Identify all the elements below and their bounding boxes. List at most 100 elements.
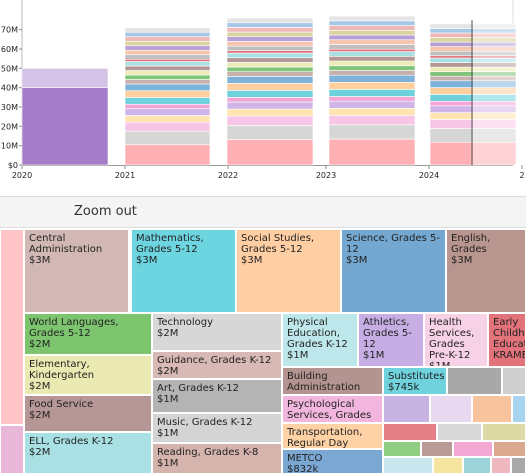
treemap-cell[interactable]: Athletics, Grades 5-12 $1M <box>358 313 424 367</box>
treemap-cell[interactable] <box>453 441 493 457</box>
treemap-cell[interactable]: Reading, Grades K-8 $1M <box>152 443 282 474</box>
treemap-cell-label: Mathematics, Grades 5-12 <box>136 233 204 255</box>
treemap-cell[interactable]: Physical Education, Grades K-12 $1M <box>282 313 358 367</box>
treemap-cell[interactable]: Transportation, Regular Day <box>282 423 383 449</box>
y-tick-label: 60M <box>1 45 18 54</box>
bar-segment <box>226 115 314 126</box>
treemap-cell-amount: $2M <box>29 447 51 458</box>
bar-segment <box>226 36 314 42</box>
treemap-cell-amount: $2M <box>157 328 179 339</box>
treemap-cell-amount: $1M <box>429 361 451 367</box>
treemap-cell-label: Food Service <box>29 399 94 410</box>
stacked-bar-chart: $0 10M 20M 30M 40M 50M 60M 70M 2020 2021 2022 2023 2… <box>0 0 526 191</box>
treemap-cell[interactable]: Art, Grades K-12 $1M <box>152 379 282 413</box>
treemap-cell[interactable] <box>447 367 502 395</box>
treemap-cell[interactable] <box>472 395 512 423</box>
treemap-cell-label: Science, Grades 5-12 <box>346 233 440 255</box>
treemap-cell[interactable]: Central Administration $3M <box>24 229 129 313</box>
bar-segment <box>124 108 211 116</box>
bar-segment <box>124 83 211 92</box>
bar-segment <box>124 97 211 105</box>
treemap-cell[interactable]: Building Administration <box>282 367 383 395</box>
treemap-cell[interactable] <box>512 395 526 423</box>
treemap-cell[interactable] <box>383 441 421 457</box>
treemap-cell[interactable] <box>493 441 526 457</box>
treemap-cell[interactable] <box>383 395 430 423</box>
treemap-cell[interactable] <box>502 367 526 395</box>
hover-highlight <box>473 23 516 165</box>
treemap-cell-label: Music, Grades K-12 <box>157 417 253 428</box>
treemap-cell-label: Substitutes <box>388 371 445 382</box>
treemap-cell-amount: $1M <box>157 458 179 469</box>
treemap-cell[interactable] <box>430 395 472 423</box>
treemap-cell-amount: $2M <box>29 339 51 350</box>
bar-segment <box>124 115 211 123</box>
treemap-cell[interactable] <box>0 229 24 425</box>
bar-segment <box>328 15 416 22</box>
bar-segment <box>124 121 211 132</box>
treemap-cell[interactable]: Health Services, Grades Pre-K-12 $1M <box>424 313 488 367</box>
treemap-cell[interactable]: Food Service $2M <box>24 395 152 432</box>
bar-segment <box>226 90 314 98</box>
treemap-cell[interactable]: World Languages, Grades 5-12 $2M <box>24 313 152 355</box>
bar-segment <box>226 50 314 54</box>
bar-segment <box>124 70 211 76</box>
treemap-cell[interactable] <box>482 423 526 441</box>
bar-segment <box>328 56 416 62</box>
bar-segment <box>328 20 416 26</box>
treemap-cell-label: Technology <box>157 317 214 328</box>
treemap-cell[interactable] <box>437 423 482 441</box>
bar-segment <box>328 100 416 109</box>
bar-segment <box>328 25 416 31</box>
y-tick-label: 50M <box>1 64 18 73</box>
bar-segment <box>226 52 314 59</box>
bar-segment <box>21 87 109 166</box>
bar-segment <box>328 81 416 90</box>
treemap-cell[interactable]: Music, Grades K-12 $1M <box>152 413 282 443</box>
bar-segment <box>226 22 314 28</box>
treemap-cell[interactable]: METCO $832k <box>282 449 383 474</box>
treemap-cell[interactable]: Substitutes $745k <box>383 367 447 395</box>
chart-svg: $0 10M 20M 30M 40M 50M 60M 70M 2020 2021 2022 2023 2… <box>0 0 526 191</box>
treemap-cell-amount: $1M <box>287 350 309 361</box>
treemap-cell[interactable] <box>491 457 511 474</box>
zoom-toolbar: Zoom out <box>0 196 526 228</box>
treemap-cell[interactable] <box>383 457 433 474</box>
bar-segment <box>226 31 314 38</box>
treemap-cell[interactable] <box>383 423 437 441</box>
treemap-cell[interactable]: Early Childhood Educat KRAME <box>488 313 526 367</box>
treemap-cell-amount: $2M <box>29 381 51 392</box>
zoom-out-button[interactable]: Zoom out <box>74 204 137 219</box>
bar-segment <box>226 57 314 63</box>
treemap-cell-amount: $3M <box>241 255 263 266</box>
bar-segment <box>328 89 416 97</box>
bar-segment <box>124 61 211 67</box>
bar-segment <box>429 23 517 29</box>
treemap-cell-amount: $2M <box>29 410 51 421</box>
treemap-cell[interactable]: English, Grades $3M <box>446 229 526 313</box>
y-tick-label: 70M <box>1 26 18 35</box>
treemap-cell[interactable]: Technology $2M <box>152 313 282 351</box>
treemap-cell[interactable]: Social Studies, Grades 5-12 $3M <box>236 229 341 313</box>
treemap-cell[interactable]: Psychological Services, Grades <box>282 395 383 423</box>
treemap-cell[interactable] <box>421 441 453 457</box>
bar-segment <box>328 107 416 116</box>
treemap-cell[interactable]: Elementary, Kindergarten $2M <box>24 355 152 395</box>
bar-segment <box>124 58 211 62</box>
treemap-cell[interactable] <box>433 457 463 474</box>
treemap-cell[interactable] <box>0 425 24 474</box>
treemap-cell[interactable] <box>463 457 491 474</box>
treemap-cell-label: Psychological Services, Grades <box>287 399 372 421</box>
treemap-cell[interactable]: Science, Grades 5-12 $3M <box>341 229 446 313</box>
treemap-cell[interactable]: Mathematics, Grades 5-12 $3M <box>131 229 236 313</box>
bar-segment <box>21 68 109 88</box>
bar-segment <box>328 48 416 52</box>
x-tick-label: 2024 <box>419 171 439 180</box>
treemap-cell[interactable]: Guidance, Grades K-12 $2M <box>152 351 282 379</box>
treemap-cell[interactable]: ELL, Grades K-12 $2M <box>24 432 152 474</box>
treemap-cell[interactable] <box>511 457 526 474</box>
bar-segment <box>328 138 416 166</box>
bar-segment <box>328 74 416 83</box>
x-tick-label: 2022 <box>218 171 238 180</box>
bar-segment <box>124 144 211 166</box>
